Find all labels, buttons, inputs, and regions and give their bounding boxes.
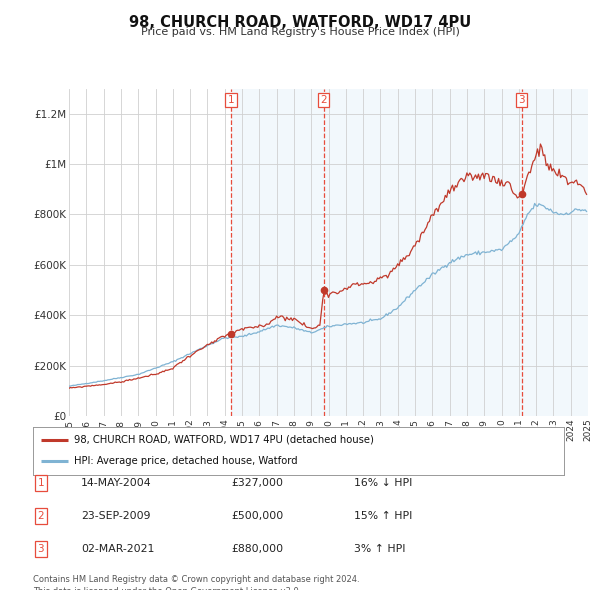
Text: £880,000: £880,000: [231, 544, 283, 553]
Text: 3: 3: [518, 95, 525, 105]
Text: 3% ↑ HPI: 3% ↑ HPI: [354, 544, 406, 553]
Text: HPI: Average price, detached house, Watford: HPI: Average price, detached house, Watf…: [74, 457, 298, 467]
Text: Price paid vs. HM Land Registry's House Price Index (HPI): Price paid vs. HM Land Registry's House …: [140, 27, 460, 37]
Text: 2: 2: [320, 95, 327, 105]
Text: £500,000: £500,000: [231, 511, 283, 520]
Bar: [522, 88, 588, 416]
Text: 98, CHURCH ROAD, WATFORD, WD17 4PU: 98, CHURCH ROAD, WATFORD, WD17 4PU: [129, 15, 471, 30]
Text: 1: 1: [37, 478, 44, 487]
Bar: [231, 88, 324, 416]
Text: 3: 3: [37, 544, 44, 553]
Text: 15% ↑ HPI: 15% ↑ HPI: [354, 511, 412, 520]
Text: 2: 2: [37, 511, 44, 520]
Text: Contains HM Land Registry data © Crown copyright and database right 2024.
This d: Contains HM Land Registry data © Crown c…: [33, 575, 359, 590]
Text: 98, CHURCH ROAD, WATFORD, WD17 4PU (detached house): 98, CHURCH ROAD, WATFORD, WD17 4PU (deta…: [74, 435, 374, 445]
Bar: [324, 88, 522, 416]
Text: 1: 1: [228, 95, 235, 105]
Text: 16% ↓ HPI: 16% ↓ HPI: [354, 478, 412, 487]
Text: 02-MAR-2021: 02-MAR-2021: [81, 544, 154, 553]
Text: 14-MAY-2004: 14-MAY-2004: [81, 478, 152, 487]
Text: £327,000: £327,000: [231, 478, 283, 487]
Text: 23-SEP-2009: 23-SEP-2009: [81, 511, 151, 520]
